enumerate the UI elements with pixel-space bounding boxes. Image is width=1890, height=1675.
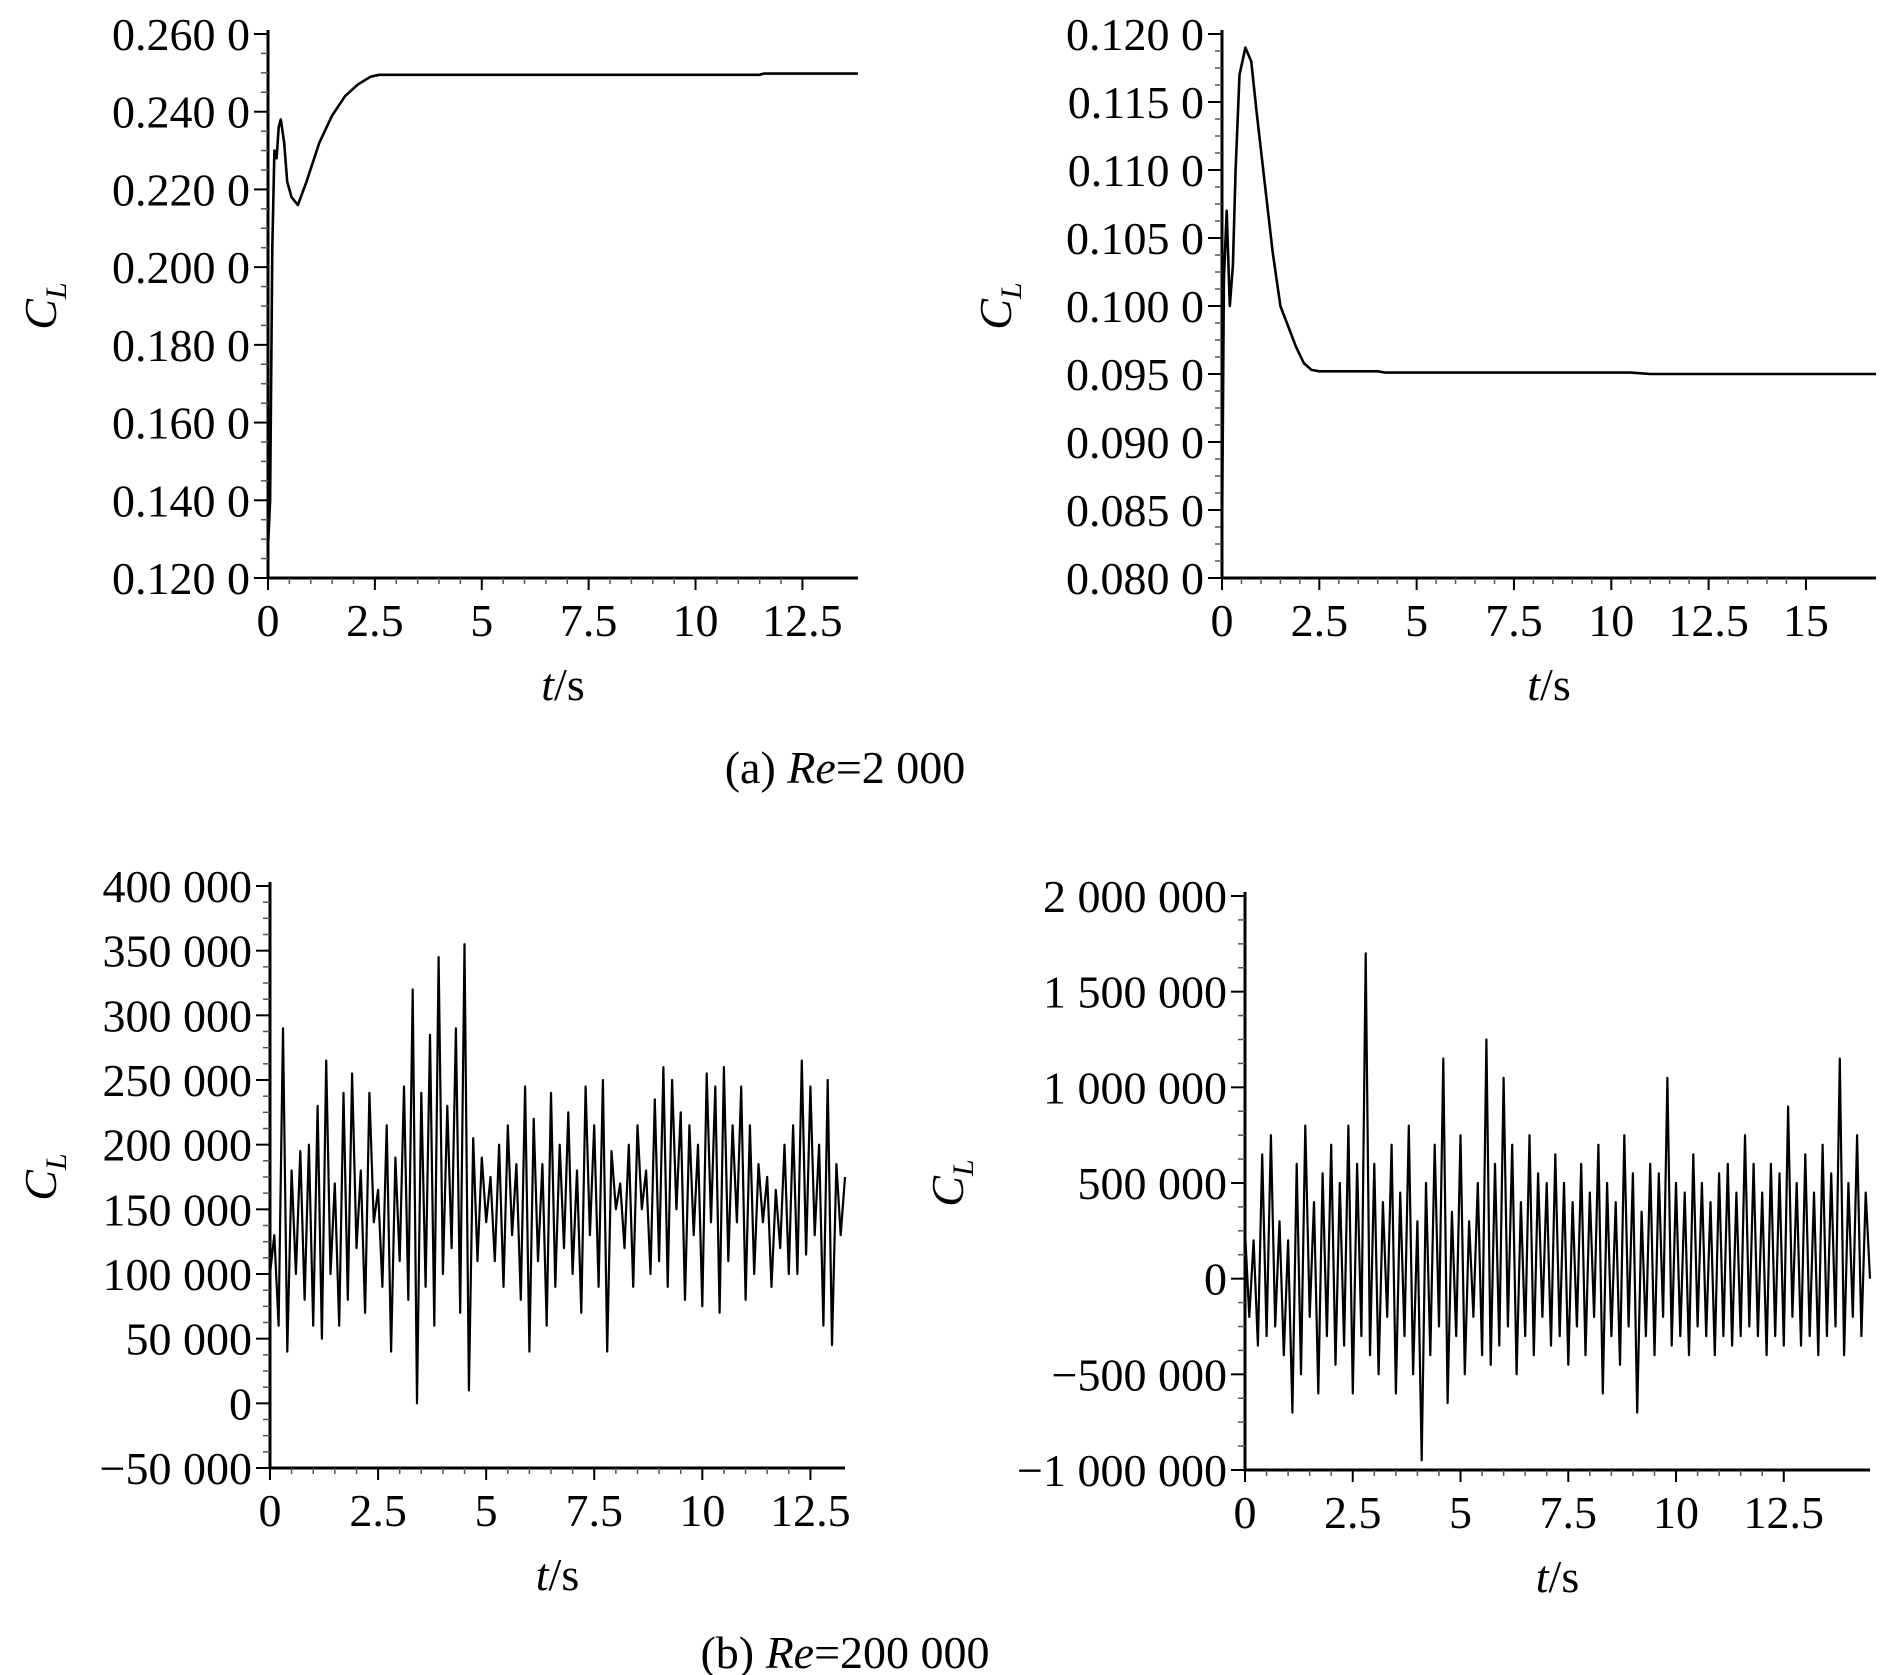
x-tick-label: 12.5 <box>762 595 843 646</box>
y-tick-label: 350 000 <box>103 926 253 977</box>
y-axis-title: CL <box>15 1153 73 1200</box>
series-line-0 <box>1220 46 1876 538</box>
y-tick-label: 0.220 0 <box>112 164 250 215</box>
y-tick-label: 1 000 000 <box>1043 1062 1227 1113</box>
y-tick-label: 0 <box>1204 1254 1227 1305</box>
y-tick-label: 0.240 0 <box>112 87 250 138</box>
y-tick-label: −50 000 <box>100 1443 252 1494</box>
x-tick-label: 7.5 <box>1485 595 1543 646</box>
y-tick-label: 400 000 <box>103 861 253 912</box>
y-tick-label: 100 000 <box>103 1249 253 1300</box>
x-tick-label: 12.5 <box>770 1485 851 1536</box>
y-tick-label: 2 000 000 <box>1043 871 1227 922</box>
y-tick-label: 0.160 0 <box>112 398 250 449</box>
x-tick-label: 2.5 <box>349 1485 407 1536</box>
y-axis-title: CL <box>922 1159 980 1206</box>
y-tick-label: 300 000 <box>103 990 253 1041</box>
x-tick-label: 5 <box>1405 595 1428 646</box>
y-tick-label: −1 000 000 <box>1017 1445 1227 1496</box>
y-tick-label: 0.260 0 <box>112 9 250 60</box>
y-tick-label: 200 000 <box>103 1120 253 1171</box>
y-tick-label: 50 000 <box>126 1314 253 1365</box>
x-tick-label: 2.5 <box>346 595 404 646</box>
chart-panel-b-right: −1 000 000 −500 000 0 500 000 1 000 000 1 500… <box>922 871 1872 1602</box>
x-tick-label: 2.5 <box>1324 1487 1382 1538</box>
y-tick-label: 0.110 0 <box>1068 145 1204 196</box>
x-axis-title: t/s <box>1527 659 1570 710</box>
chart-panel-a-right: 0.080 0 0.085 0 0.090 0 0.095 0 0.100 0 0.105… <box>970 9 1876 710</box>
y-tick-label: 0 <box>229 1378 252 1429</box>
x-tick-label: 0 <box>257 595 280 646</box>
y-tick-label: 0.115 0 <box>1068 77 1204 128</box>
y-tick-label: 0.085 0 <box>1066 485 1204 536</box>
y-axis-title: CL <box>15 282 73 329</box>
x-tick-label: 0 <box>259 1485 282 1536</box>
series-line-0 <box>1243 952 1872 1462</box>
series-line-0 <box>266 72 858 547</box>
y-tick-label: 0.120 0 <box>112 553 250 604</box>
y-tick-label: −500 000 <box>1052 1349 1227 1400</box>
x-tick-label: 7.5 <box>560 595 618 646</box>
x-tick-label: 10 <box>673 595 719 646</box>
x-tick-label: 0 <box>1211 595 1234 646</box>
x-tick-label: 12.5 <box>1668 595 1749 646</box>
y-tick-label: 250 000 <box>103 1055 253 1106</box>
y-tick-label: 0.180 0 <box>112 320 250 371</box>
x-axis-title: t/s <box>1536 1551 1579 1602</box>
y-tick-label: 0.090 0 <box>1066 417 1204 468</box>
y-tick-label: 0.200 0 <box>112 242 250 293</box>
x-tick-label: 5 <box>475 1485 498 1536</box>
x-tick-label: 2.5 <box>1291 595 1349 646</box>
y-tick-label: 0.095 0 <box>1066 349 1204 400</box>
y-tick-label: 150 000 <box>103 1184 253 1235</box>
x-axis-title: t/s <box>536 1549 579 1600</box>
x-tick-label: 7.5 <box>565 1485 623 1536</box>
y-tick-label: 0.100 0 <box>1066 281 1204 332</box>
chart-panel-a-left: 0.120 0 0.140 0 0.160 0 0.180 0 0.200 0 0.220… <box>15 9 858 710</box>
x-tick-label: 7.5 <box>1540 1487 1598 1538</box>
caption-b: (b) Re=200 000 <box>700 1627 989 1675</box>
x-tick-label: 5 <box>470 595 493 646</box>
y-tick-label: 0.120 0 <box>1066 9 1204 60</box>
series-line-0 <box>268 943 847 1405</box>
y-tick-label: 0.105 0 <box>1066 213 1204 264</box>
y-tick-label: 0.140 0 <box>112 475 250 526</box>
x-tick-label: 5 <box>1449 1487 1472 1538</box>
y-tick-label: 0.080 0 <box>1066 553 1204 604</box>
caption-a: (a) Re=2 000 <box>725 742 966 793</box>
y-tick-label: 500 000 <box>1078 1158 1228 1209</box>
x-tick-label: 10 <box>1588 595 1634 646</box>
x-tick-label: 10 <box>1653 1487 1699 1538</box>
x-tick-label: 12.5 <box>1744 1487 1825 1538</box>
x-axis-title: t/s <box>541 659 584 710</box>
y-axis-title: CL <box>970 282 1028 329</box>
x-tick-label: 15 <box>1783 595 1829 646</box>
y-tick-label: 1 500 000 <box>1043 967 1227 1018</box>
x-tick-label: 10 <box>679 1485 725 1536</box>
x-tick-label: 0 <box>1234 1487 1257 1538</box>
